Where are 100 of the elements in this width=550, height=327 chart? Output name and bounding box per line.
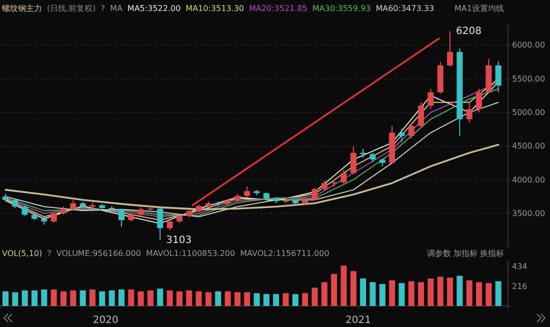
y-tick-label: 4500.00 bbox=[512, 142, 546, 151]
annotation: 3103 bbox=[166, 235, 192, 246]
bar bbox=[157, 288, 164, 306]
bar bbox=[118, 290, 124, 306]
text: MA20:3521.85 bbox=[249, 4, 308, 13]
annotation: 6208 bbox=[456, 26, 482, 38]
bar bbox=[234, 292, 240, 306]
bar bbox=[282, 293, 289, 306]
bar bbox=[2, 291, 9, 306]
line-series bbox=[4, 144, 500, 210]
text: MAVOL1:1100853.200 bbox=[146, 249, 236, 258]
y-tick-label: 434 bbox=[512, 262, 528, 271]
bar bbox=[138, 291, 144, 306]
bar bbox=[32, 290, 38, 306]
bar bbox=[379, 284, 386, 306]
text: VOLUME:956166.000 bbox=[56, 249, 141, 258]
text: ? bbox=[100, 4, 106, 13]
text: MA10:3513.30 bbox=[186, 4, 244, 13]
candlestick bbox=[312, 187, 318, 202]
bar bbox=[205, 292, 212, 306]
bar bbox=[224, 291, 231, 306]
candlestick bbox=[466, 102, 472, 124]
bar bbox=[418, 282, 424, 306]
bar bbox=[166, 290, 173, 306]
bar bbox=[340, 266, 347, 306]
bar bbox=[486, 283, 492, 306]
candlestick bbox=[244, 186, 250, 198]
text: MA30:3559.93 bbox=[312, 4, 371, 13]
bar bbox=[350, 271, 356, 306]
bar bbox=[12, 292, 18, 306]
bar bbox=[273, 294, 280, 306]
candlestick bbox=[370, 152, 376, 163]
y-tick-label: 5000.00 bbox=[512, 108, 546, 118]
bar bbox=[408, 281, 414, 306]
chart-subtitle: (日线,前复权) bbox=[47, 4, 96, 13]
bar bbox=[22, 290, 28, 306]
candlestick bbox=[321, 180, 328, 191]
text: MA60:3473.33 bbox=[376, 4, 434, 13]
candlestick bbox=[157, 207, 164, 241]
bar bbox=[466, 280, 472, 306]
text: 调参数 加指标 换指标 bbox=[426, 249, 504, 258]
candlestick bbox=[476, 88, 482, 113]
candlestick bbox=[447, 30, 454, 68]
x-tick-label: 2020 bbox=[92, 315, 118, 326]
bar bbox=[99, 291, 106, 306]
bar bbox=[398, 283, 405, 306]
y-tick-label: 3500.00 bbox=[512, 208, 546, 218]
bar bbox=[370, 282, 376, 306]
y-tick-label: 216 bbox=[512, 282, 528, 291]
bar bbox=[428, 278, 434, 306]
bar bbox=[495, 281, 502, 306]
x-tick-label: 2021 bbox=[345, 315, 371, 326]
bar bbox=[254, 293, 260, 306]
bar bbox=[476, 282, 482, 306]
bar bbox=[263, 294, 270, 306]
bar bbox=[80, 290, 86, 306]
candlestick bbox=[495, 60, 502, 93]
candlestick bbox=[166, 220, 173, 231]
candlestick bbox=[428, 88, 434, 110]
bar bbox=[456, 276, 463, 306]
bar bbox=[89, 290, 96, 306]
bar bbox=[447, 278, 454, 306]
candlestick bbox=[22, 204, 28, 217]
candlestick bbox=[12, 198, 18, 208]
candlestick bbox=[340, 169, 347, 184]
text: MAVOL2:1156711.000 bbox=[240, 249, 330, 258]
text: MA5:3522.00 bbox=[127, 4, 181, 13]
bar bbox=[331, 274, 338, 306]
bar bbox=[437, 276, 444, 306]
bar bbox=[196, 291, 202, 306]
bar bbox=[128, 290, 134, 306]
bar bbox=[302, 293, 308, 306]
candlestick bbox=[50, 210, 57, 224]
bar bbox=[41, 290, 48, 306]
bar bbox=[215, 291, 222, 306]
candlestick bbox=[398, 128, 405, 143]
bar bbox=[50, 290, 57, 306]
y-tick-label: 4000.00 bbox=[512, 175, 546, 184]
y-tick-label: 5500.00 bbox=[512, 74, 546, 84]
chart-title: 螺纹钢主力 bbox=[2, 4, 42, 13]
candlestick bbox=[418, 102, 424, 128]
text: ? bbox=[47, 249, 52, 258]
text: MA bbox=[110, 4, 123, 13]
bar bbox=[321, 282, 328, 306]
bar bbox=[312, 288, 318, 306]
text: MA1设置均线 bbox=[454, 4, 504, 13]
y-tick-label: 6000.00 bbox=[512, 40, 546, 50]
chart-title: VOL(5,10) bbox=[2, 249, 42, 258]
bar bbox=[360, 278, 366, 306]
bar bbox=[147, 290, 154, 306]
candlestick bbox=[350, 146, 356, 175]
bar bbox=[186, 290, 192, 306]
candlestick bbox=[70, 199, 76, 212]
bar bbox=[389, 280, 396, 306]
candlestick bbox=[408, 122, 414, 139]
bar bbox=[70, 290, 76, 306]
bar bbox=[176, 291, 182, 306]
bar bbox=[108, 290, 115, 306]
candlestick bbox=[118, 208, 124, 228]
bar bbox=[60, 291, 66, 306]
